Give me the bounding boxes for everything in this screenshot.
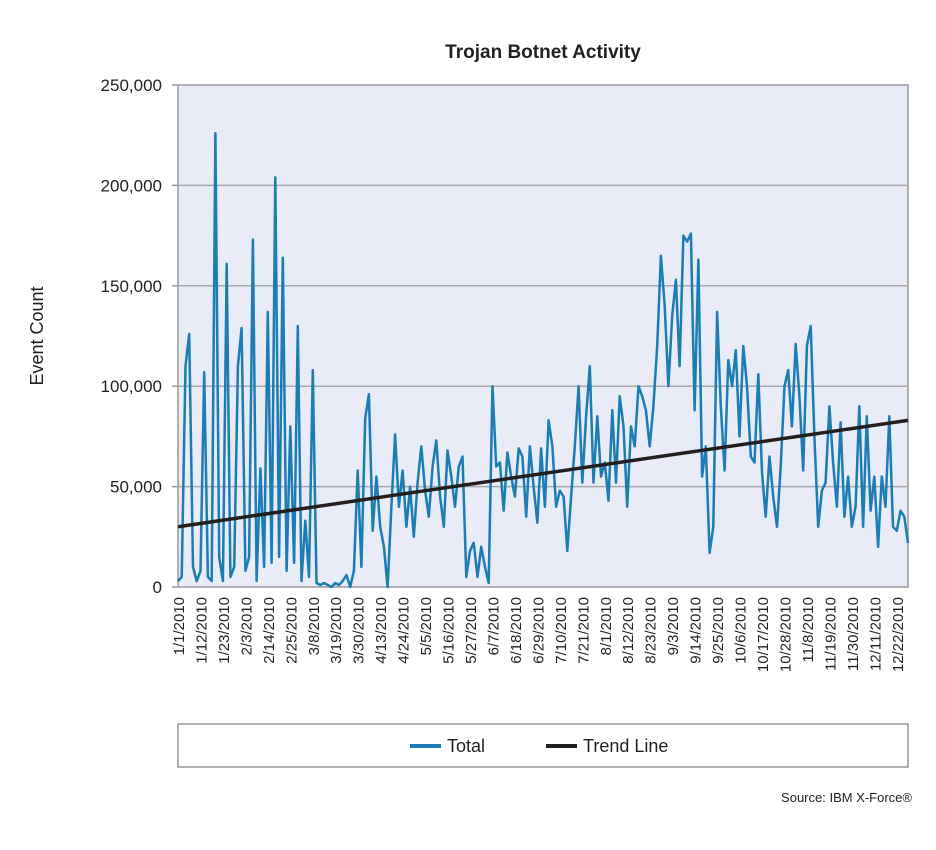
- x-tick-label: 3/30/2010: [351, 597, 368, 664]
- trend-line: [177, 418, 909, 529]
- x-tick-label: 8/12/2010: [620, 597, 637, 664]
- legend-label: Total: [447, 736, 485, 756]
- y-tick-label: 100,000: [101, 377, 162, 396]
- x-tick-label: 2/3/2010: [238, 597, 255, 655]
- x-tick-label: 2/14/2010: [261, 597, 278, 664]
- x-tick-label: 4/24/2010: [396, 597, 413, 664]
- x-tick-label: 1/23/2010: [216, 597, 233, 664]
- x-tick-label: 6/18/2010: [508, 597, 525, 664]
- x-tick-label: 2/25/2010: [283, 597, 300, 664]
- legend-box: [177, 723, 909, 768]
- y-tick-label: 0: [153, 578, 162, 597]
- x-tick-label: 1/12/2010: [193, 597, 210, 664]
- x-tick-label: 5/5/2010: [418, 597, 435, 655]
- x-tick-label: 1/1/2010: [171, 597, 188, 655]
- x-tick-label: 9/3/2010: [665, 597, 682, 655]
- x-tick-label: 10/17/2010: [755, 597, 772, 672]
- x-tick-label: 3/8/2010: [306, 597, 323, 655]
- x-tick-label: 10/28/2010: [777, 597, 794, 672]
- y-axis-label: Event Count: [27, 286, 47, 385]
- x-tick-label: 9/14/2010: [688, 597, 705, 664]
- x-tick-label: 12/11/2010: [867, 597, 884, 671]
- x-tick-label: 11/19/2010: [822, 597, 839, 671]
- x-tick-label: 11/8/2010: [800, 597, 817, 663]
- x-tick-label: 7/21/2010: [575, 597, 592, 664]
- data-line: [177, 131, 910, 589]
- y-tick-label: 200,000: [101, 176, 162, 195]
- x-tick-label: 8/1/2010: [598, 597, 615, 655]
- x-tick-label: 12/22/2010: [890, 597, 907, 672]
- x-tick-label: 6/29/2010: [530, 597, 547, 664]
- source-note: Source: IBM X-Force®: [781, 790, 912, 805]
- x-tick-label: 6/7/2010: [485, 597, 502, 655]
- x-tick-label: 7/10/2010: [553, 597, 570, 664]
- y-tick-label: 250,000: [101, 76, 162, 95]
- y-tick-label: 150,000: [101, 277, 162, 296]
- y-tick-label: 50,000: [110, 478, 162, 497]
- x-tick-label: 8/23/2010: [643, 597, 660, 664]
- x-tick-label: 5/27/2010: [463, 597, 480, 664]
- x-tick-label: 10/6/2010: [733, 597, 750, 664]
- x-tick-label: 5/16/2010: [441, 597, 458, 664]
- x-tick-label: 3/19/2010: [328, 597, 345, 664]
- x-tick-label: 9/25/2010: [710, 597, 727, 664]
- legend-label: Trend Line: [583, 736, 668, 756]
- x-tick-label: 11/30/2010: [845, 597, 862, 671]
- x-tick-label: 4/13/2010: [373, 597, 390, 664]
- chart-title: Trojan Botnet Activity: [445, 42, 641, 63]
